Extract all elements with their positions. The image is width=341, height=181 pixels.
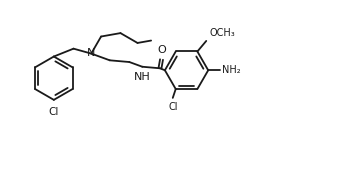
Text: N: N: [87, 48, 95, 58]
Text: OCH₃: OCH₃: [209, 28, 235, 38]
Text: Cl: Cl: [168, 102, 178, 112]
Text: NH: NH: [134, 72, 151, 82]
Text: O: O: [157, 45, 166, 55]
Text: Cl: Cl: [49, 107, 59, 117]
Text: NH₂: NH₂: [222, 65, 241, 75]
